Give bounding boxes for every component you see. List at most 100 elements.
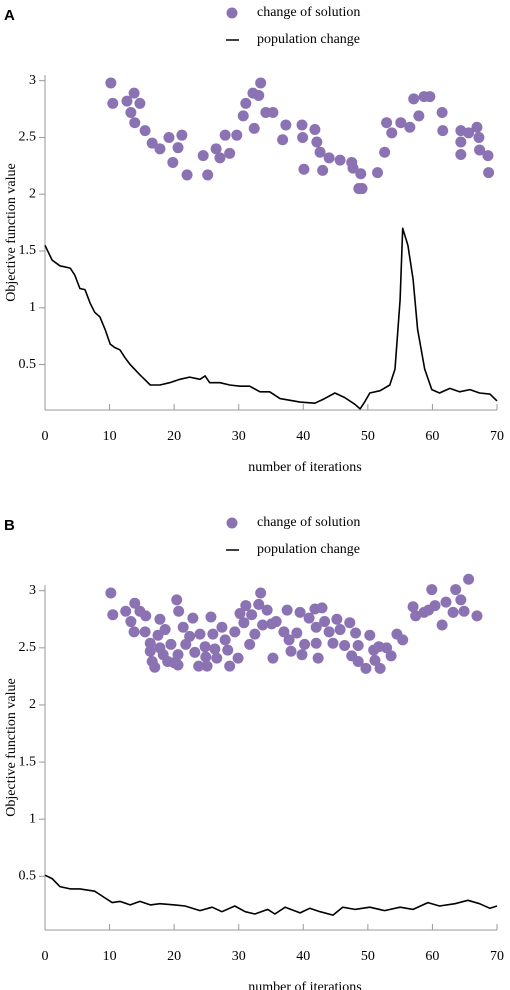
legend-label: change of solution	[257, 515, 360, 530]
point	[327, 637, 339, 649]
point	[283, 634, 295, 646]
point	[105, 77, 117, 89]
x-tick-label: 70	[490, 429, 504, 444]
point	[257, 619, 269, 631]
panel-label: B	[4, 517, 15, 534]
point	[474, 144, 486, 156]
point	[372, 167, 384, 179]
point	[173, 605, 185, 617]
point	[240, 600, 252, 612]
point	[281, 604, 293, 616]
point	[238, 617, 250, 629]
point	[317, 164, 329, 176]
y-tick-label: 2.5	[19, 640, 37, 655]
point	[181, 169, 193, 181]
point	[463, 127, 475, 139]
point	[120, 605, 132, 617]
point	[207, 628, 219, 640]
y-axis-label: Objective function value	[4, 163, 19, 301]
y-tick-label: 1.5	[19, 754, 37, 769]
point	[482, 150, 494, 162]
point	[267, 652, 279, 664]
x-tick-label: 40	[296, 949, 310, 964]
point	[210, 143, 222, 155]
point	[347, 162, 359, 174]
point	[125, 106, 137, 118]
point	[311, 136, 323, 148]
x-tick-label: 20	[167, 949, 181, 964]
point	[172, 659, 184, 671]
point	[323, 626, 335, 638]
point	[255, 77, 267, 89]
x-tick-label: 20	[167, 429, 181, 444]
y-tick-label: 3	[29, 73, 36, 88]
point	[404, 121, 416, 133]
point	[146, 137, 158, 149]
point	[458, 605, 470, 617]
point	[149, 661, 161, 673]
point	[240, 97, 252, 109]
point	[128, 87, 140, 99]
point	[381, 642, 393, 654]
point	[385, 650, 397, 662]
point	[205, 611, 217, 623]
point	[194, 628, 206, 640]
point	[176, 129, 188, 141]
legend-label: change of solution	[257, 5, 360, 20]
point	[280, 119, 292, 131]
point	[184, 630, 196, 642]
x-tick-label: 0	[42, 949, 49, 964]
point	[278, 626, 290, 638]
point	[312, 652, 324, 664]
point	[297, 131, 309, 143]
x-tick-label: 50	[361, 429, 375, 444]
point	[410, 610, 422, 622]
point	[319, 616, 331, 628]
point	[298, 163, 310, 175]
point	[379, 146, 391, 158]
y-tick-label: 2	[29, 697, 36, 712]
point	[125, 616, 137, 628]
y-tick-label: 2	[29, 186, 36, 201]
y-tick-label: 1	[29, 811, 36, 826]
point	[334, 154, 346, 166]
point	[140, 610, 152, 622]
point	[395, 117, 407, 129]
legend-marker	[226, 7, 238, 19]
point	[219, 634, 231, 646]
point	[285, 645, 297, 657]
point	[483, 167, 495, 179]
point	[386, 127, 398, 139]
point	[202, 169, 214, 181]
x-tick-label: 10	[103, 949, 117, 964]
point	[232, 652, 244, 664]
point	[249, 628, 261, 640]
point	[331, 613, 343, 625]
x-axis-label: number of iterations	[248, 460, 362, 475]
point	[355, 168, 367, 180]
point	[316, 602, 328, 614]
point	[310, 637, 322, 649]
point	[154, 143, 166, 155]
point	[193, 660, 205, 672]
point	[294, 606, 306, 618]
point	[408, 93, 420, 105]
y-tick-label: 1.5	[19, 243, 37, 258]
point	[165, 638, 177, 650]
point	[356, 183, 368, 195]
point	[455, 136, 467, 148]
point	[440, 596, 452, 608]
point	[224, 147, 236, 159]
point	[134, 97, 146, 109]
x-tick-label: 30	[232, 949, 246, 964]
point	[154, 613, 166, 625]
point	[229, 626, 241, 638]
point	[450, 584, 462, 596]
y-tick-label: 2.5	[19, 130, 37, 145]
point	[121, 95, 133, 107]
y-axis-label: Objective function value	[4, 678, 19, 816]
legend-label: population change	[257, 542, 360, 557]
